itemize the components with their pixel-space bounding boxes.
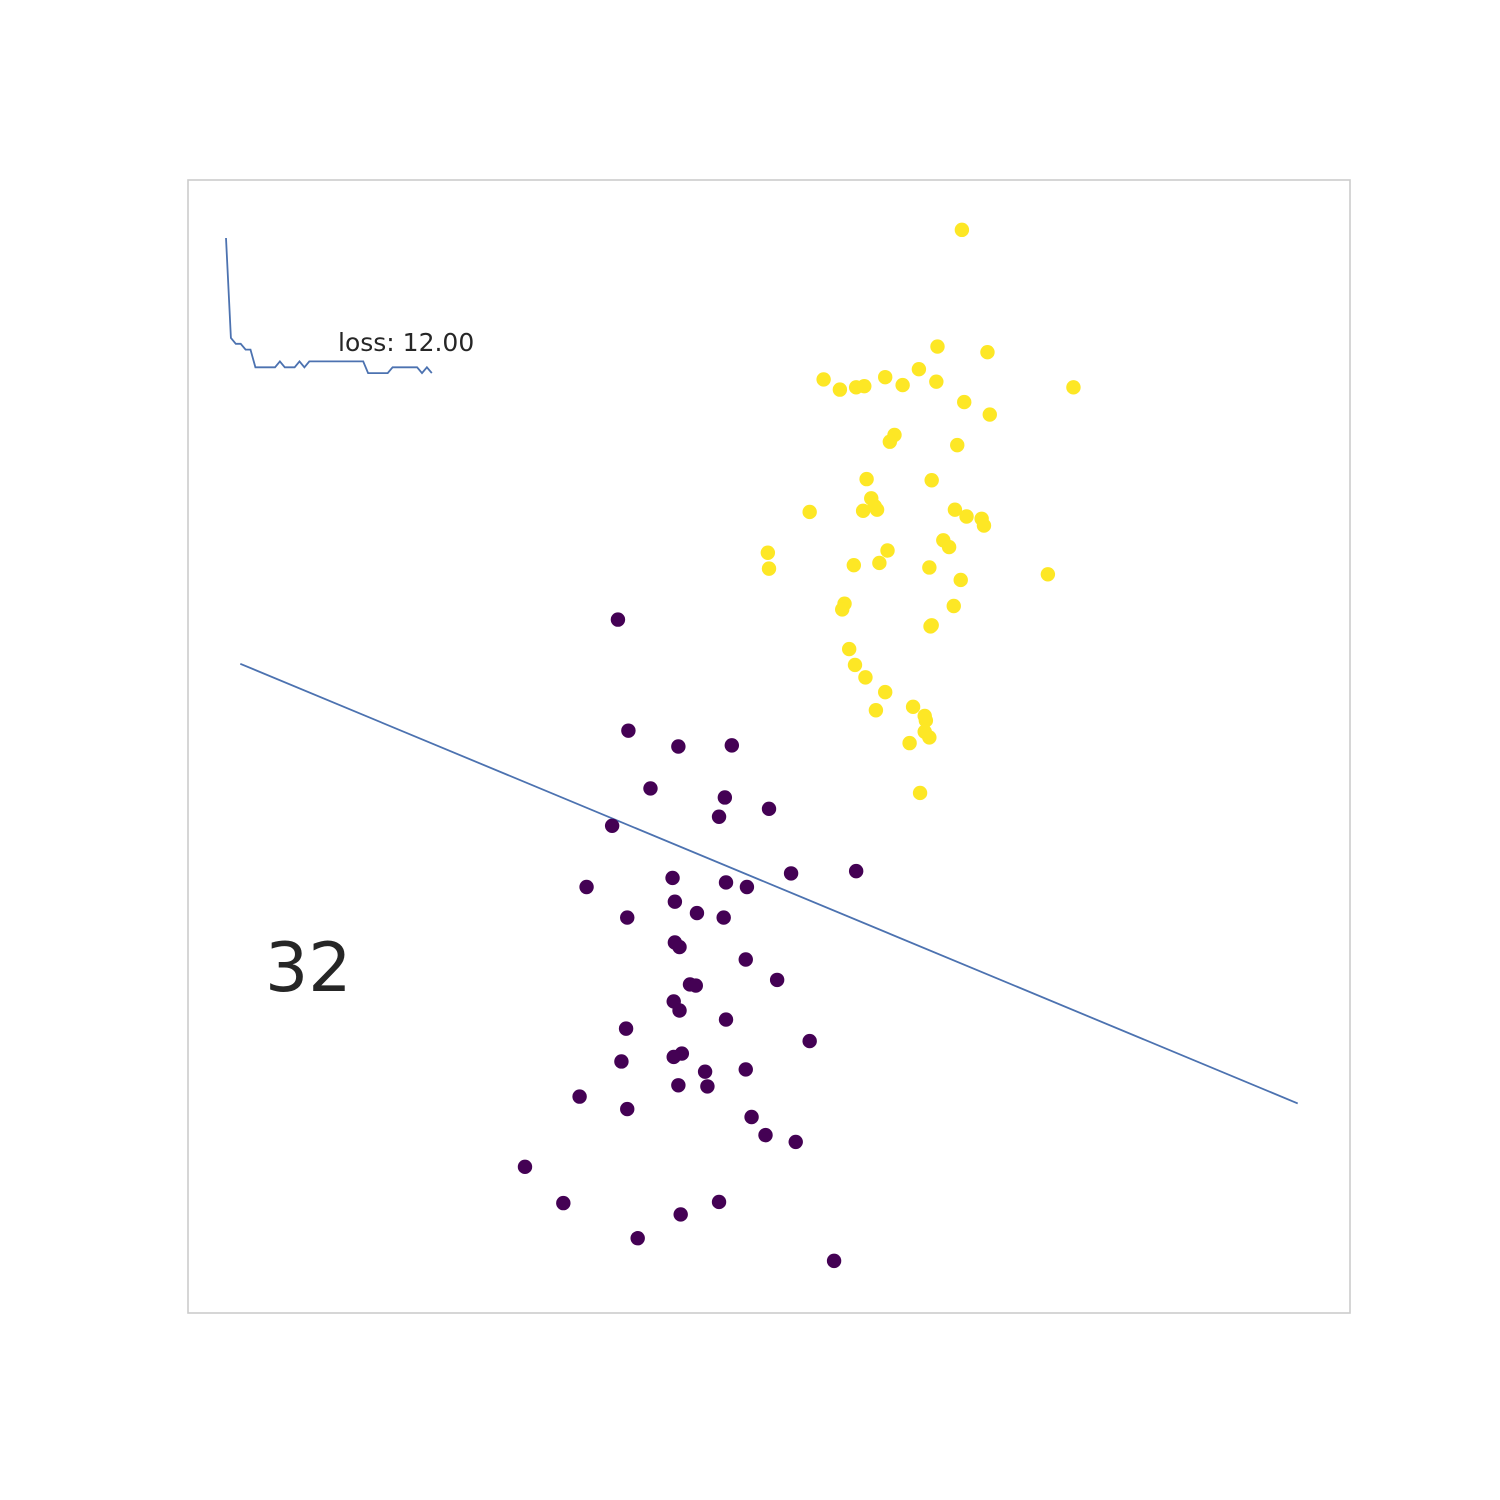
point-class-0 — [671, 739, 686, 754]
point-class-0 — [620, 1101, 635, 1117]
point-class-1 — [954, 222, 970, 238]
point-class-0 — [517, 1159, 533, 1175]
point-class-0 — [667, 894, 683, 909]
point-class-0 — [673, 1207, 688, 1222]
point-class-0 — [848, 863, 864, 879]
point-class-1 — [858, 670, 873, 685]
point-class-1 — [953, 572, 968, 588]
point-class-1 — [917, 724, 932, 739]
point-class-1 — [980, 345, 995, 360]
point-class-0 — [738, 952, 753, 967]
iteration-counter: 32 — [265, 929, 352, 1008]
point-class-0 — [802, 1033, 817, 1049]
point-class-0 — [556, 1195, 571, 1211]
point-class-0 — [700, 1079, 715, 1094]
point-class-0 — [688, 978, 703, 993]
point-class-0 — [761, 801, 777, 817]
point-class-0 — [718, 1012, 734, 1027]
point-class-1 — [930, 339, 945, 354]
point-class-0 — [672, 1003, 687, 1018]
loss-curve-layer — [225, 237, 433, 375]
point-class-1 — [868, 703, 884, 718]
point-class-1 — [895, 377, 910, 393]
point-class-1 — [878, 684, 893, 700]
point-class-0 — [788, 1134, 803, 1150]
point-class-0 — [620, 910, 635, 925]
point-class-1 — [1066, 380, 1081, 395]
point-class-1 — [880, 543, 895, 558]
point-class-1 — [878, 369, 893, 385]
point-class-1 — [946, 598, 961, 614]
point-class-1 — [924, 618, 939, 633]
point-class-0 — [769, 972, 785, 988]
point-class-0 — [572, 1089, 587, 1104]
point-class-1 — [924, 473, 939, 488]
point-class-1 — [847, 657, 863, 673]
scatter-points-layer — [517, 222, 1081, 1269]
point-class-1 — [959, 509, 974, 524]
point-class-1 — [929, 374, 944, 389]
point-class-0 — [724, 738, 740, 753]
point-class-1 — [761, 561, 777, 576]
point-class-1 — [855, 503, 871, 519]
point-class-0 — [711, 1194, 727, 1210]
point-class-1 — [864, 491, 879, 506]
point-class-1 — [882, 434, 898, 449]
point-class-1 — [859, 471, 874, 487]
point-class-0 — [717, 790, 733, 805]
point-class-0 — [783, 866, 799, 881]
point-class-0 — [618, 1021, 634, 1036]
point-class-1 — [905, 699, 921, 715]
point-class-0 — [665, 870, 680, 886]
point-class-1 — [941, 539, 957, 555]
point-class-1 — [841, 641, 857, 657]
point-class-0 — [689, 905, 705, 921]
point-class-0 — [672, 939, 687, 955]
point-class-1 — [835, 602, 850, 617]
point-class-1 — [957, 394, 972, 410]
point-class-1 — [947, 502, 963, 517]
point-class-0 — [614, 1054, 629, 1069]
point-class-1 — [950, 437, 965, 453]
point-class-0 — [697, 1064, 713, 1079]
point-class-1 — [982, 407, 997, 422]
point-class-0 — [711, 809, 727, 824]
point-class-0 — [666, 1049, 681, 1065]
point-class-0 — [610, 612, 626, 627]
decision-boundary-layer — [239, 662, 1299, 1105]
point-class-1 — [857, 379, 872, 394]
point-class-1 — [816, 372, 831, 387]
point-class-0 — [744, 1109, 759, 1125]
point-class-0 — [630, 1231, 645, 1246]
point-class-1 — [760, 545, 776, 560]
point-class-0 — [643, 781, 658, 796]
loss-label: loss: 12.00 — [338, 328, 474, 357]
point-class-1 — [922, 560, 937, 575]
point-class-0 — [739, 879, 755, 895]
point-class-1 — [846, 558, 862, 573]
point-class-0 — [716, 910, 731, 925]
point-class-1 — [976, 518, 992, 533]
point-class-1 — [872, 555, 887, 571]
point-class-1 — [917, 708, 932, 724]
point-class-0 — [604, 818, 620, 834]
point-class-1 — [1040, 567, 1056, 582]
point-class-0 — [621, 723, 636, 738]
point-class-1 — [832, 382, 848, 397]
point-class-0 — [671, 1078, 686, 1093]
loss-curve-line — [225, 237, 433, 375]
decision-boundary-line — [239, 662, 1299, 1105]
point-class-0 — [758, 1127, 773, 1143]
point-class-1 — [911, 362, 927, 377]
point-class-1 — [869, 502, 885, 517]
point-class-0 — [579, 879, 594, 895]
point-class-0 — [738, 1062, 753, 1077]
plot-frame — [187, 179, 1351, 1314]
point-class-1 — [902, 735, 917, 751]
point-class-1 — [802, 504, 817, 520]
point-class-1 — [912, 785, 928, 801]
point-class-0 — [718, 875, 734, 890]
point-class-0 — [826, 1253, 842, 1269]
